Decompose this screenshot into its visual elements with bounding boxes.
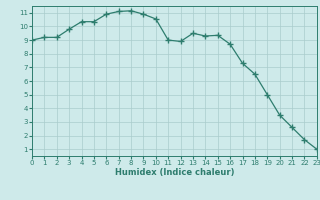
X-axis label: Humidex (Indice chaleur): Humidex (Indice chaleur) [115, 168, 234, 177]
